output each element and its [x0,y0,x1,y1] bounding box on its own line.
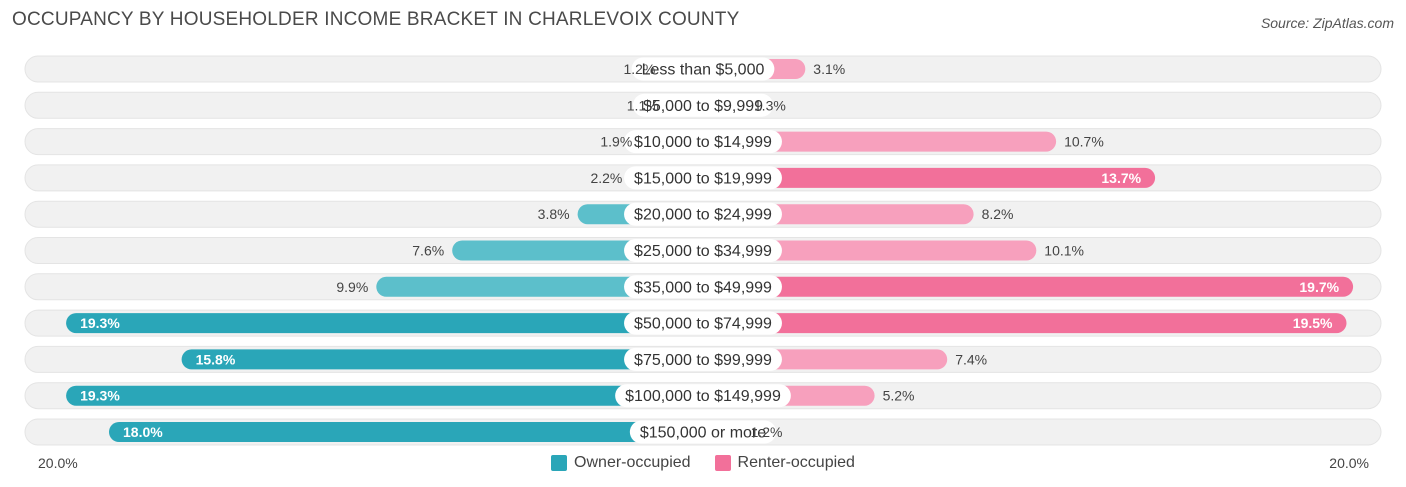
value-label-renter: 13.7% [1101,170,1141,186]
value-label-renter: 5.2% [883,388,915,404]
category-label: Less than $5,000 [642,62,765,79]
value-label-owner: 1.9% [600,134,632,150]
category-pill [615,384,791,408]
value-label-owner: 19.3% [80,388,120,404]
category-pill [624,166,782,190]
category-pill [624,239,782,262]
chart-title: OCCUPANCY BY HOUSEHOLDER INCOME BRACKET … [12,9,740,30]
bar-owner [66,313,714,334]
value-label-renter: 3.1% [813,61,845,77]
value-label-owner: 15.8% [196,351,236,367]
category-pill [624,130,782,154]
axis-label-right: 20.0% [1329,455,1369,471]
value-label-renter: 1.2% [751,424,783,440]
value-label-owner: 1.2% [623,61,655,77]
value-label-renter: 7.4% [955,351,987,367]
bar-renter [693,276,1354,297]
category-label: $150,000 or more [640,425,766,442]
value-label-renter: 10.1% [1044,243,1084,259]
bar-renter [693,131,1057,152]
category-pill [624,275,782,299]
category-label: $5,000 to $9,999 [643,98,763,115]
bar-owner [109,422,713,442]
category-pill [624,311,782,335]
value-label-renter: 1.3% [754,97,786,113]
legend-label-renter: Renter-occupied [737,454,855,471]
bar-renter [693,313,1347,334]
legend-item-owner: Owner-occupied [551,454,691,472]
bar-owner [66,385,714,406]
legend-swatch-owner [551,455,568,471]
category-label: $50,000 to $74,999 [634,316,772,333]
category-pill [631,57,775,81]
source-credit: Source: ZipAtlas.com [1260,15,1394,31]
category-label: $100,000 to $149,999 [625,388,781,405]
value-label-owner: 1.1% [627,97,659,113]
legend: Owner-occupied Renter-occupied [0,454,1406,472]
legend-item-renter: Renter-occupied [714,454,855,472]
value-label-owner: 18.0% [123,424,163,440]
category-pill [629,420,777,444]
value-label-owner: 2.2% [590,170,622,186]
category-label: $75,000 to $99,999 [634,352,772,369]
axis-label-left: 20.0% [38,455,78,471]
value-label-renter: 19.5% [1293,315,1333,331]
category-pill [624,202,782,226]
category-pill [624,347,782,371]
legend-label-owner: Owner-occupied [574,454,691,471]
category-label: $20,000 to $24,999 [634,207,772,224]
category-label: $35,000 to $49,999 [634,279,772,296]
category-label: $15,000 to $19,999 [634,170,772,187]
bar-renter [693,167,1156,188]
value-label-owner: 9.9% [336,279,368,295]
value-label-renter: 10.7% [1064,134,1104,150]
legend-swatch-renter [714,455,731,471]
bar-owner [181,349,714,370]
category-pill [632,93,774,117]
value-label-renter: 19.7% [1299,279,1339,295]
value-label-owner: 7.6% [412,243,444,259]
value-label-owner: 3.8% [538,206,570,222]
value-label-renter: 8.2% [982,206,1014,222]
category-label: $10,000 to $14,999 [634,134,772,151]
value-label-owner: 19.3% [80,315,120,331]
category-label: $25,000 to $34,999 [634,243,772,260]
